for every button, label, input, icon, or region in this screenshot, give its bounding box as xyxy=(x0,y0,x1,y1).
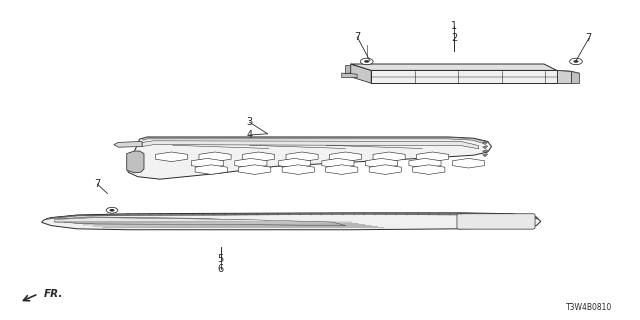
Polygon shape xyxy=(483,141,488,145)
Polygon shape xyxy=(239,165,271,174)
Polygon shape xyxy=(195,165,227,174)
Polygon shape xyxy=(571,71,579,83)
Text: 5: 5 xyxy=(218,253,224,264)
FancyBboxPatch shape xyxy=(457,214,535,229)
Polygon shape xyxy=(235,158,267,168)
Circle shape xyxy=(364,60,369,63)
Polygon shape xyxy=(156,152,188,162)
Text: T3W4B0810: T3W4B0810 xyxy=(566,303,612,312)
Circle shape xyxy=(573,60,579,63)
Polygon shape xyxy=(351,64,557,70)
Text: FR.: FR. xyxy=(44,289,63,300)
Polygon shape xyxy=(452,158,484,168)
Text: 2: 2 xyxy=(451,33,458,44)
Polygon shape xyxy=(199,152,231,162)
Polygon shape xyxy=(483,146,488,149)
Polygon shape xyxy=(128,137,492,179)
Text: 1: 1 xyxy=(451,20,458,31)
Text: 4: 4 xyxy=(246,130,253,140)
Circle shape xyxy=(106,207,118,213)
Polygon shape xyxy=(371,70,557,83)
Text: 6: 6 xyxy=(218,264,224,275)
Polygon shape xyxy=(369,165,401,174)
Polygon shape xyxy=(483,154,488,157)
Circle shape xyxy=(570,58,582,65)
Polygon shape xyxy=(286,152,318,162)
Polygon shape xyxy=(413,165,445,174)
Polygon shape xyxy=(114,141,142,147)
Polygon shape xyxy=(54,218,346,226)
Circle shape xyxy=(360,58,373,65)
Polygon shape xyxy=(330,152,362,162)
Polygon shape xyxy=(557,70,571,83)
Polygon shape xyxy=(483,150,488,153)
Text: 7: 7 xyxy=(586,33,592,44)
Polygon shape xyxy=(142,141,479,149)
Polygon shape xyxy=(278,158,310,168)
Polygon shape xyxy=(342,73,357,77)
Polygon shape xyxy=(46,213,538,219)
Polygon shape xyxy=(409,158,441,168)
Polygon shape xyxy=(127,151,144,173)
Polygon shape xyxy=(365,158,397,168)
Polygon shape xyxy=(346,66,351,74)
Polygon shape xyxy=(322,158,354,168)
Polygon shape xyxy=(142,137,485,143)
Text: 7: 7 xyxy=(94,179,100,189)
Polygon shape xyxy=(42,213,541,230)
Polygon shape xyxy=(58,217,269,223)
Polygon shape xyxy=(373,152,405,162)
Circle shape xyxy=(109,209,115,212)
Polygon shape xyxy=(351,64,371,83)
Polygon shape xyxy=(191,158,223,168)
Polygon shape xyxy=(417,152,449,162)
Polygon shape xyxy=(282,165,314,174)
Text: 3: 3 xyxy=(246,117,253,127)
Polygon shape xyxy=(243,152,275,162)
Text: 7: 7 xyxy=(354,32,360,42)
Polygon shape xyxy=(326,165,358,174)
